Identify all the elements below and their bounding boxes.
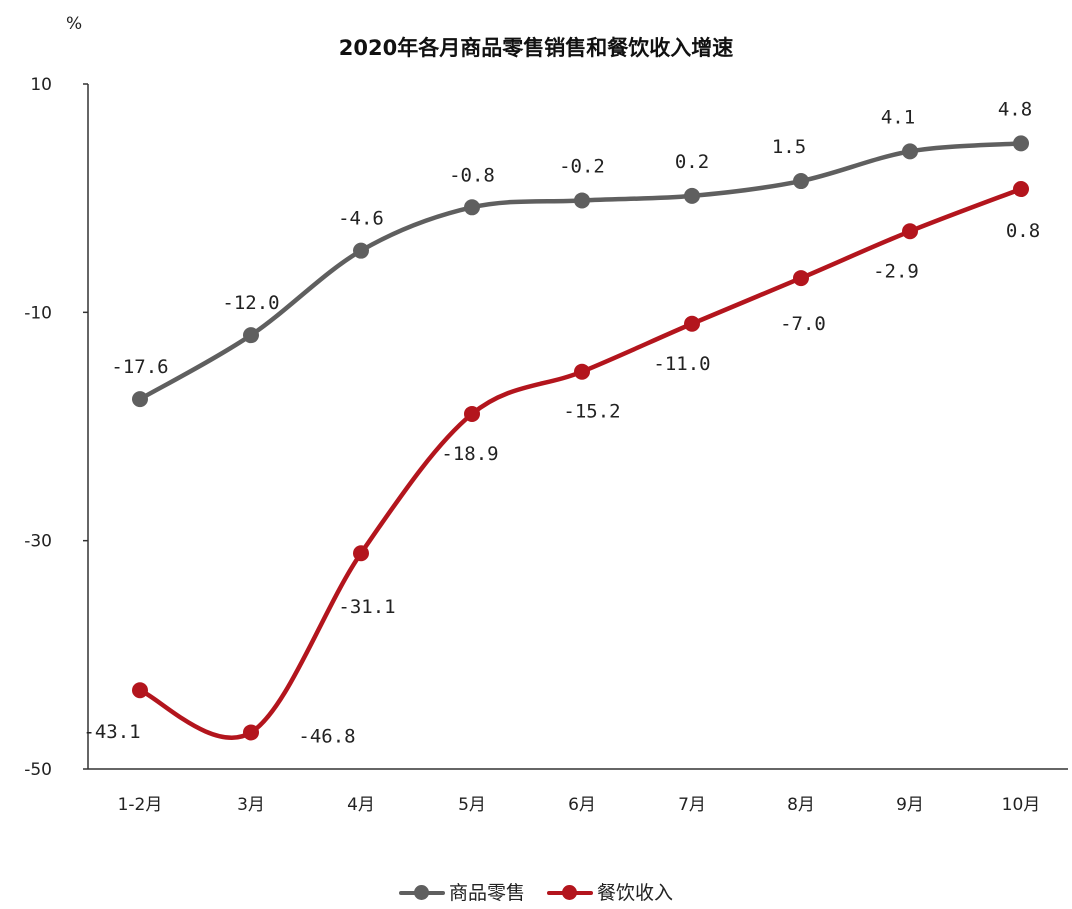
- data-label-goods: 4.8: [998, 98, 1032, 120]
- y-tick-label: 10: [30, 75, 52, 95]
- chart-axes: [83, 83, 1068, 770]
- series-points: [132, 135, 1029, 741]
- data-point-catering: [793, 270, 809, 287]
- data-label-catering: -15.2: [563, 401, 620, 423]
- data-point-catering: [574, 363, 590, 380]
- y-tick-label: -10: [24, 303, 52, 323]
- y-tick-label: -30: [24, 532, 52, 552]
- x-tick-label: 3月: [237, 795, 265, 815]
- data-label-catering: -43.1: [83, 721, 140, 743]
- data-label-catering: -11.0: [653, 353, 710, 375]
- data-label-goods: 1.5: [772, 136, 806, 158]
- data-labels: -17.6 -12.0 -4.6 -0.8 -0.2 0.2 1.5 4.1 4.8 -43.1 -…: [83, 98, 1040, 747]
- data-point-goods: [902, 143, 918, 160]
- data-point-goods: [464, 199, 480, 216]
- data-point-goods: [132, 391, 148, 408]
- data-label-goods: -0.2: [559, 155, 605, 177]
- data-point-goods: [684, 187, 700, 204]
- data-label-catering: -31.1: [338, 596, 395, 618]
- data-label-goods: -0.8: [449, 164, 495, 186]
- data-point-goods: [243, 327, 259, 344]
- chart-legend: 商品零售 餐饮收入: [0, 878, 1072, 905]
- data-point-goods: [574, 192, 590, 209]
- data-point-catering: [684, 315, 700, 332]
- series-lines: [137, 141, 1024, 740]
- data-label-goods: -12.0: [222, 292, 279, 314]
- data-label-catering: 0.8: [1006, 220, 1040, 242]
- y-tick-label: -50: [24, 760, 52, 780]
- legend-item-catering: 餐饮收入: [547, 878, 673, 905]
- legend-label-goods: 商品零售: [448, 882, 525, 904]
- data-point-goods: [353, 242, 369, 259]
- data-label-goods: 0.2: [675, 151, 709, 173]
- data-label-goods: -17.6: [111, 356, 168, 378]
- x-tick-label: 8月: [787, 795, 815, 815]
- data-label-goods: -4.6: [338, 208, 384, 230]
- data-point-catering: [243, 724, 259, 741]
- data-label-goods: 4.1: [881, 106, 915, 128]
- x-tick-labels: 1-2月 3月 4月 5月 6月 7月 8月 9月 10月: [118, 795, 1041, 815]
- data-point-goods: [1013, 135, 1029, 152]
- x-tick-label: 9月: [896, 795, 924, 815]
- chart-title: 2020年各月商品零售销售和餐饮收入增速: [338, 36, 734, 60]
- x-tick-label: 10月: [1002, 795, 1041, 815]
- data-label-catering: -7.0: [780, 313, 826, 335]
- data-label-catering: -2.9: [873, 260, 919, 282]
- data-label-catering: -18.9: [441, 443, 498, 465]
- legend-swatch-goods: [398, 884, 445, 900]
- x-tick-label: 6月: [568, 795, 596, 815]
- legend-swatch-catering: [547, 884, 593, 900]
- x-tick-label: 7月: [678, 795, 706, 815]
- x-tick-label: 1-2月: [118, 795, 163, 815]
- series-line-catering: [137, 186, 1024, 740]
- data-point-goods: [793, 173, 809, 190]
- legend-item-goods: 商品零售: [398, 878, 525, 905]
- y-unit-label: %: [66, 14, 83, 34]
- y-tick-labels: 10 -10 -30 -50: [24, 75, 52, 780]
- x-tick-label: 4月: [347, 795, 375, 815]
- legend-label-catering: 餐饮收入: [597, 882, 674, 904]
- x-tick-label: 5月: [458, 795, 486, 815]
- data-label-catering: -46.8: [298, 725, 355, 747]
- data-point-catering: [132, 682, 148, 699]
- data-point-catering: [902, 223, 918, 240]
- data-point-catering: [1013, 181, 1029, 198]
- data-point-catering: [464, 405, 480, 422]
- data-point-catering: [353, 545, 369, 562]
